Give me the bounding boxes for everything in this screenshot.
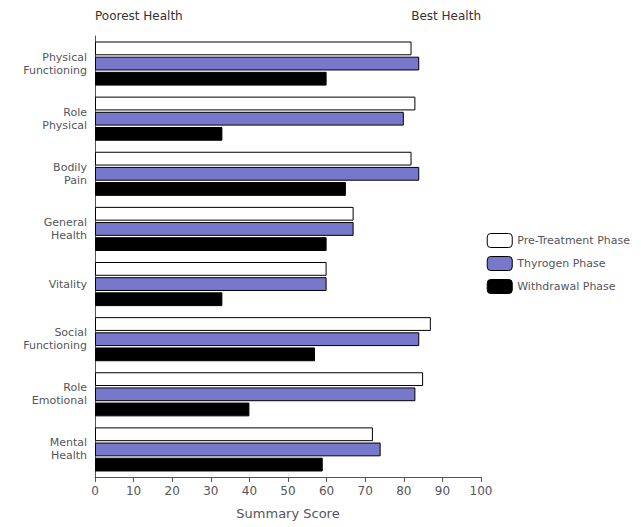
svg-text:50: 50 — [280, 484, 295, 498]
svg-text:Vitality: Vitality — [49, 278, 88, 291]
svg-text:Functioning: Functioning — [23, 64, 87, 77]
svg-text:Thyrogen Phase: Thyrogen Phase — [516, 257, 606, 270]
svg-text:General: General — [44, 216, 87, 229]
svg-text:Health: Health — [51, 449, 87, 462]
svg-text:Functioning: Functioning — [23, 339, 87, 352]
svg-text:Bodily: Bodily — [53, 161, 87, 174]
svg-text:0: 0 — [91, 484, 99, 498]
svg-text:100: 100 — [470, 484, 493, 498]
svg-text:70: 70 — [358, 484, 373, 498]
svg-text:90: 90 — [435, 484, 450, 498]
svg-text:Poorest Health: Poorest Health — [95, 9, 183, 23]
svg-text:Social: Social — [54, 326, 87, 339]
svg-text:40: 40 — [242, 484, 257, 498]
svg-text:Role: Role — [63, 106, 87, 119]
svg-text:Pain: Pain — [64, 174, 87, 187]
svg-text:Physical: Physical — [42, 119, 87, 132]
svg-text:20: 20 — [165, 484, 180, 498]
svg-text:Emotional: Emotional — [32, 394, 87, 407]
svg-text:Best Health: Best Health — [411, 9, 481, 23]
svg-text:10: 10 — [126, 484, 141, 498]
svg-text:Health: Health — [51, 229, 87, 242]
svg-text:Physical: Physical — [42, 51, 87, 64]
svg-text:Summary Score: Summary Score — [236, 506, 339, 521]
svg-text:80: 80 — [396, 484, 411, 498]
svg-text:Pre-Treatment Phase: Pre-Treatment Phase — [517, 234, 630, 247]
svg-text:60: 60 — [319, 484, 334, 498]
svg-text:Role: Role — [63, 381, 87, 394]
svg-text:Withdrawal Phase: Withdrawal Phase — [517, 280, 616, 293]
svg-text:Mental: Mental — [50, 436, 87, 449]
svg-text:30: 30 — [203, 484, 218, 498]
